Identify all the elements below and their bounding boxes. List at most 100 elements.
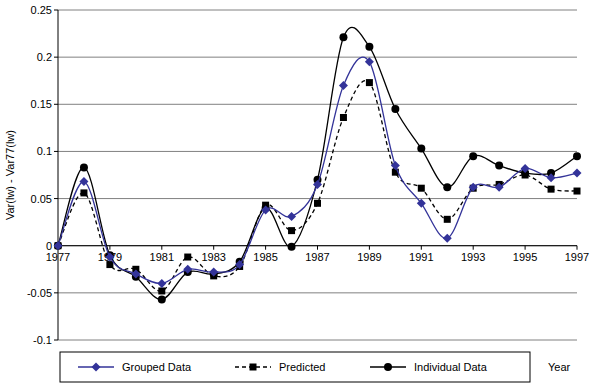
x-tick-label: 1981	[150, 251, 174, 263]
data-point	[209, 268, 218, 277]
grid-line	[58, 10, 577, 11]
x-tick	[421, 246, 422, 250]
data-point	[235, 260, 244, 269]
data-point	[548, 186, 555, 193]
data-point	[157, 279, 166, 288]
data-point	[79, 177, 88, 186]
data-point	[521, 164, 530, 173]
data-point	[417, 199, 426, 208]
legend-marker	[92, 363, 101, 372]
legend-box	[60, 352, 530, 382]
x-tick-label: 1995	[513, 251, 537, 263]
x-tick-label: 1993	[461, 251, 485, 263]
data-point	[288, 243, 296, 251]
data-point	[158, 287, 165, 294]
plot-area	[54, 27, 582, 303]
y-tick	[54, 198, 58, 199]
y-tick	[54, 104, 58, 105]
x-tick-label: 1983	[201, 251, 225, 263]
data-point	[158, 295, 166, 303]
y-tick-label: 0.25	[31, 4, 52, 16]
x-axis-label: Year	[548, 361, 571, 373]
data-point	[184, 254, 191, 261]
x-tick-label: 1987	[305, 251, 329, 263]
x-tick-label: 1991	[409, 251, 433, 263]
x-tick	[161, 246, 162, 250]
legend: Grouped Data Predicted Individual Data	[60, 352, 530, 382]
data-point	[444, 216, 451, 223]
legend-label: Predicted	[279, 361, 325, 373]
y-axis-label: Var(lw) - Var77(lw)	[4, 130, 16, 220]
data-point	[418, 185, 425, 192]
grid-line	[58, 340, 577, 341]
data-point	[365, 43, 373, 51]
grid-line	[58, 57, 577, 58]
data-point	[574, 188, 581, 195]
data-point	[313, 180, 322, 189]
x-tick-label: 1985	[253, 251, 277, 263]
x-tick	[109, 246, 110, 250]
x-tick	[577, 246, 578, 250]
data-point	[573, 169, 582, 178]
y-tick-label: -0.1	[33, 334, 52, 346]
x-tick-label: 1989	[357, 251, 381, 263]
y-tick-label: -0.05	[27, 287, 52, 299]
data-point	[261, 205, 270, 214]
data-point	[366, 79, 373, 86]
data-point	[495, 183, 504, 192]
x-tick	[525, 246, 526, 250]
data-point	[314, 200, 321, 207]
y-tick-label: 0.15	[31, 98, 52, 110]
y-tick	[54, 10, 58, 11]
data-point	[339, 81, 348, 90]
data-point	[365, 57, 374, 66]
x-tick	[369, 246, 370, 250]
y-tick	[54, 57, 58, 58]
data-point	[340, 114, 347, 121]
data-point	[339, 33, 347, 41]
series-line	[58, 27, 577, 299]
y-tick	[54, 292, 58, 293]
legend-marker	[250, 364, 257, 371]
y-axis	[58, 10, 59, 340]
data-point	[54, 242, 62, 250]
data-point	[287, 212, 296, 221]
x-tick	[473, 246, 474, 250]
grid-line	[58, 198, 577, 199]
chart: -0.1-0.0500.050.10.150.20.25197719791981…	[0, 0, 604, 386]
legend-label: Grouped Data	[122, 361, 192, 373]
data-point	[105, 253, 114, 262]
grid-line	[58, 151, 577, 152]
data-point	[288, 227, 295, 234]
x-tick-label: 1977	[46, 251, 70, 263]
x-tick-label: 1997	[565, 251, 589, 263]
y-tick	[54, 340, 58, 341]
x-tick	[317, 246, 318, 250]
series-line	[58, 57, 577, 283]
data-point	[547, 173, 556, 182]
x-tick-label: 1979	[98, 251, 122, 263]
x-tick	[213, 246, 214, 250]
data-point	[443, 234, 452, 243]
data-point	[183, 265, 192, 274]
y-tick-label: 0.2	[37, 51, 52, 63]
grid-line	[58, 104, 577, 105]
data-point	[391, 161, 400, 170]
legend-label: Individual Data	[414, 361, 488, 373]
y-tick	[54, 151, 58, 152]
series-line	[58, 81, 577, 292]
data-point	[131, 270, 140, 279]
data-point	[417, 145, 425, 153]
y-tick-label: 0.1	[37, 145, 52, 157]
data-point	[55, 242, 62, 249]
data-point	[106, 261, 113, 268]
data-point	[391, 105, 399, 113]
x-tick	[265, 246, 266, 250]
grid-line	[58, 292, 577, 293]
data-point	[495, 162, 503, 170]
y-tick-label: 0.05	[31, 193, 52, 205]
data-point	[469, 152, 477, 160]
data-point	[80, 163, 88, 171]
legend-marker	[384, 363, 392, 371]
data-point	[573, 152, 581, 160]
